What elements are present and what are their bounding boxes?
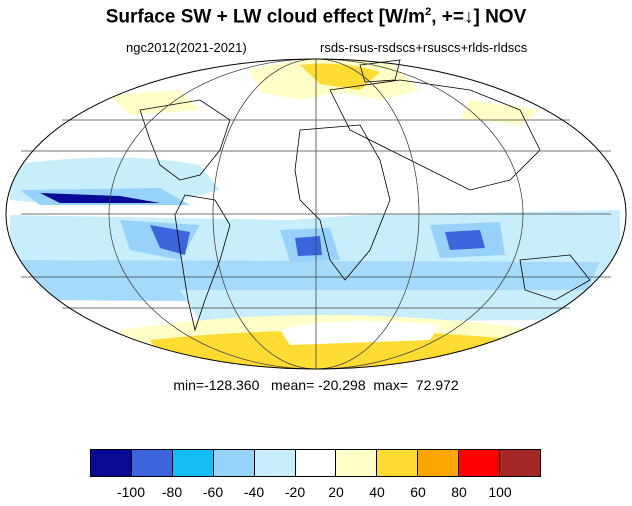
colorbar-cell xyxy=(172,450,214,476)
colorbar-cell xyxy=(91,450,132,476)
colorbar-cell xyxy=(418,450,460,476)
colorbar-cell xyxy=(131,450,173,476)
title-rest: , +=↓] NOV xyxy=(431,6,527,28)
colorbar-cell xyxy=(500,450,540,476)
colorbar-cell xyxy=(254,450,296,476)
stats-line: min=-128.360 mean= -20.298 max= 72.972 xyxy=(173,377,459,393)
subtitle-left: ngc2012(2021-2021) xyxy=(126,40,247,55)
colorbar-cell xyxy=(336,450,378,476)
coastlines xyxy=(139,59,591,332)
colorbar-cell xyxy=(459,450,501,476)
colorbar-cell xyxy=(213,450,255,476)
colorbar-label: 100 xyxy=(488,484,512,500)
colorbar-label: 60 xyxy=(410,484,426,500)
colorbar-label: -80 xyxy=(161,484,183,500)
colorbar-label: -40 xyxy=(243,484,265,500)
colorbar xyxy=(90,449,541,477)
globe-outline xyxy=(5,58,627,370)
chart-title: Surface SW + LW cloud effect [W/m2, +=↓]… xyxy=(0,6,632,28)
title-superscript: 2 xyxy=(425,6,432,18)
colorbar-label: 40 xyxy=(369,484,385,500)
colorbar-label: 80 xyxy=(451,484,467,500)
colorbar-label: -60 xyxy=(202,484,224,500)
subtitle-right: rsds-rsus-rsdscs+rsuscs+rlds-rldscs xyxy=(320,40,528,55)
colorbar-cell xyxy=(295,450,337,476)
colorbar-label: -20 xyxy=(284,484,306,500)
colorbar-label: -100 xyxy=(116,484,146,500)
colorbar-cell xyxy=(377,450,419,476)
title-main: Surface SW + LW cloud effect [W/m xyxy=(105,6,426,28)
colorbar-label: 20 xyxy=(328,484,344,500)
